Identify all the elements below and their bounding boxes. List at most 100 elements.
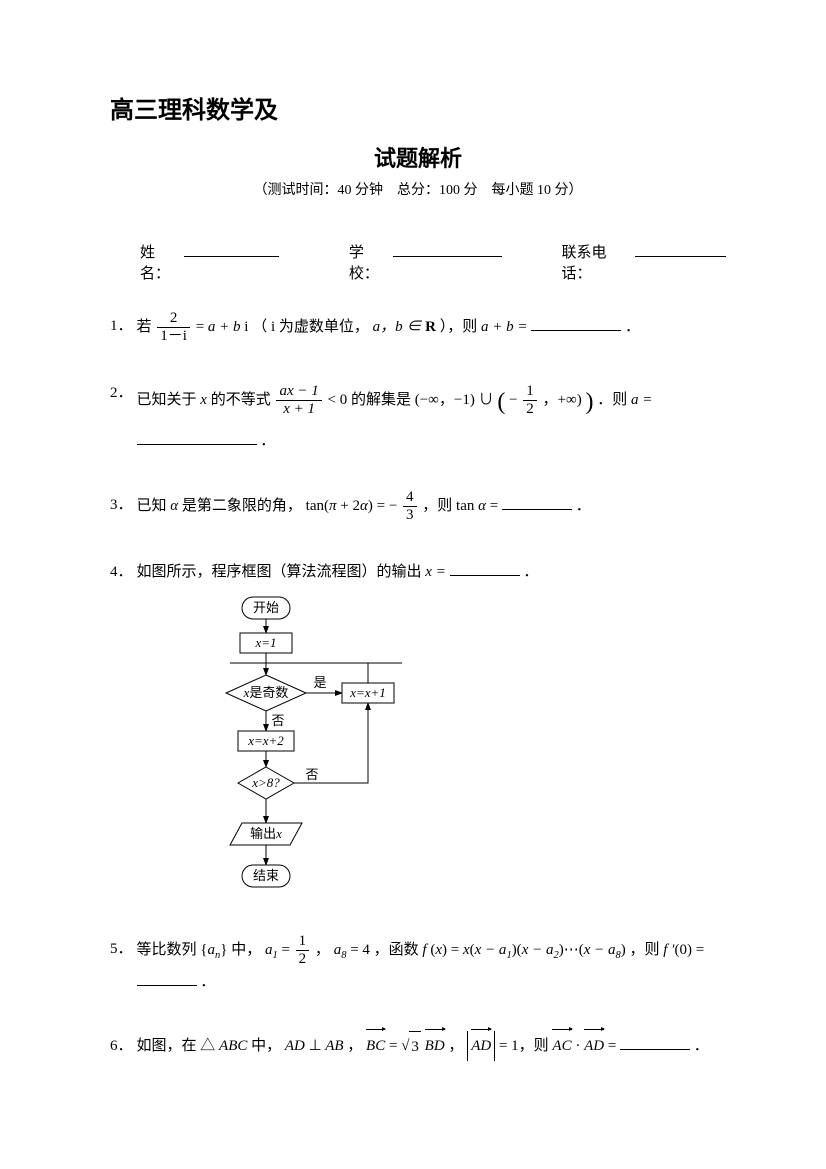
q1-number: 1． [110, 311, 133, 344]
q6-eq2: = [608, 1038, 616, 1054]
blank-phone[interactable] [635, 242, 726, 257]
q3-tan1: tan(π + 2α) = − [306, 498, 398, 514]
q3-frac: 4 3 [403, 490, 417, 523]
q6-bd: BD [425, 1031, 445, 1061]
fc-out: 输出x [250, 826, 282, 841]
q4-text: 如图所示，程序框图（算法流程图）的输出 [137, 564, 426, 580]
q5-body: 等比数列 {an} 中， a1 = 1 2 ， a8 = 4 ，函数 f (x)… [137, 934, 726, 997]
q2-set2: ，+∞) [543, 392, 582, 408]
blank-name[interactable] [184, 242, 279, 257]
field-school: 学校： [349, 241, 502, 283]
title-line1: 高三理科数学及 [110, 90, 726, 125]
q2-aeq: a = [631, 392, 652, 408]
q1-t2: i （ i 为虚数单位， [244, 319, 369, 335]
question-5: 5． 等比数列 {an} 中， a1 = 1 2 ， a8 = 4 ，函数 f … [110, 934, 726, 997]
field-phone: 联系电话： [562, 241, 726, 283]
q4-period: ． [523, 564, 538, 580]
fc-xp1: x=x+1 [349, 685, 386, 700]
q1-t1: 若 [137, 319, 156, 335]
q1-blank[interactable] [531, 317, 621, 331]
label-school: 学校： [349, 241, 393, 283]
q2-set1: (−∞，−1) ∪ [415, 392, 498, 408]
q5-seq: {an} [200, 942, 227, 958]
q1-abin: a，b ∈ R [373, 319, 436, 335]
q6-sqrt: √3 [401, 1031, 421, 1062]
q6-number: 6． [110, 1031, 133, 1062]
q6-t3: = 1，则 [499, 1038, 552, 1054]
fc-yes: 是 [313, 675, 326, 690]
q2-then: ．则 [597, 392, 631, 408]
title-line2: 试题解析 [110, 141, 726, 173]
q2-frac: ax − 1 x + 1 [276, 384, 321, 417]
fc-start: 开始 [253, 600, 279, 615]
q2-number: 2． [110, 378, 133, 456]
question-1: 1． 若 2 1－i = a + b i （ i 为虚数单位， a，b ∈ R … [110, 311, 726, 344]
fc-end: 结束 [253, 868, 279, 883]
blank-school[interactable] [393, 242, 501, 257]
label-name: 姓名： [140, 241, 184, 283]
q1-rhs: a + b [208, 319, 241, 335]
q6-perp: AD ⊥ AB [285, 1038, 344, 1054]
q5-fx: f (x) = x(x − a1)(x − a2)⋯(x − a8) [422, 942, 625, 958]
q5-a8: a8 = 4 [334, 942, 370, 958]
q6-c2: ， [448, 1038, 463, 1054]
q6-blank[interactable] [620, 1037, 690, 1051]
flowchart: 开始 x=1 x是奇数 x=x+1 x=x+2 x>8? 输出x [170, 595, 726, 910]
q6-abc: ABC [219, 1038, 247, 1054]
q6-c1: ， [347, 1038, 362, 1054]
q5-t2: 中， [231, 942, 261, 958]
q2-bigparen-l: ( [497, 389, 505, 415]
q5-t3: ，函数 [374, 942, 423, 958]
flowchart-svg: 开始 x=1 x是奇数 x=x+1 x=x+2 x>8? 输出x [170, 595, 430, 905]
q1-sum: a + b = [481, 319, 528, 335]
q2-t1: 已知关于 [137, 392, 201, 408]
question-6: 6． 如图，在 △ ABC 中， AD ⊥ AB ， BC = √3 BD ， … [110, 1031, 726, 1062]
question-3: 3． 已知 α 是第二象限的角， tan(π + 2α) = − 4 3 ，则 … [110, 490, 726, 523]
q5-t1: 等比数列 [137, 942, 201, 958]
q6-dot: · [575, 1038, 584, 1054]
fc-odd: x是奇数 [243, 685, 289, 700]
q6-t1: 如图，在 △ [137, 1038, 216, 1054]
q6-ad2: AD [584, 1031, 604, 1061]
q2-neg: − [509, 392, 517, 408]
q4-number: 4． [110, 557, 133, 587]
q6-abs: AD [467, 1031, 495, 1061]
q5-blank[interactable] [137, 973, 197, 987]
fc-gt8: x>8? [251, 775, 280, 790]
q5-a1: a1 = [265, 942, 294, 958]
q2-half: 1 2 [523, 384, 537, 417]
fc-xp2: x=x+2 [247, 733, 284, 748]
q5-fpz: f ′(0) = [663, 942, 704, 958]
q6-ac: AC [552, 1031, 571, 1061]
q3-t2: 是第二象限的角， [182, 498, 302, 514]
q3-t1: 已知 [137, 498, 171, 514]
q6-bc: BC [366, 1031, 385, 1061]
q2-body: 已知关于 x 的不等式 ax − 1 x + 1 < 0 的解集是 (−∞，−1… [137, 378, 726, 456]
q2-t2: 的不等式 [211, 392, 275, 408]
q1-t3: ），则 [440, 319, 481, 335]
page: 高三理科数学及 试题解析 （测试时间：40 分钟 总分：100 分 每小题 10… [0, 0, 826, 1136]
q5-period: ． [200, 974, 215, 990]
q3-then: ，则 [422, 498, 456, 514]
q5-comma: ， [315, 942, 330, 958]
q2-blank[interactable] [137, 432, 257, 446]
q5-then: ，则 [630, 942, 664, 958]
q1-body: 若 2 1－i = a + b i （ i 为虚数单位， a，b ∈ R ），则… [137, 311, 726, 344]
student-fields: 姓名： 学校： 联系电话： [110, 241, 726, 283]
fc-no2: 否 [305, 767, 318, 782]
q4-xeq: x = [425, 564, 446, 580]
q3-number: 3． [110, 490, 133, 523]
q4-blank[interactable] [450, 563, 520, 577]
q6-period: ． [694, 1038, 709, 1054]
q6-t2: 中， [251, 1038, 281, 1054]
q1-period: ． [625, 319, 640, 335]
fc-no1: 否 [271, 713, 284, 728]
q1-eq: = [196, 319, 208, 335]
label-phone: 联系电话： [562, 241, 636, 283]
question-2: 2． 已知关于 x 的不等式 ax − 1 x + 1 < 0 的解集是 (−∞… [110, 378, 726, 456]
q2-bigparen-r: ) [585, 389, 593, 415]
exam-meta: （测试时间：40 分钟 总分：100 分 每小题 10 分） [110, 179, 726, 199]
q5-number: 5． [110, 934, 133, 997]
q4-body: 如图所示，程序框图（算法流程图）的输出 x = ． [137, 557, 726, 587]
q3-blank[interactable] [502, 496, 572, 510]
